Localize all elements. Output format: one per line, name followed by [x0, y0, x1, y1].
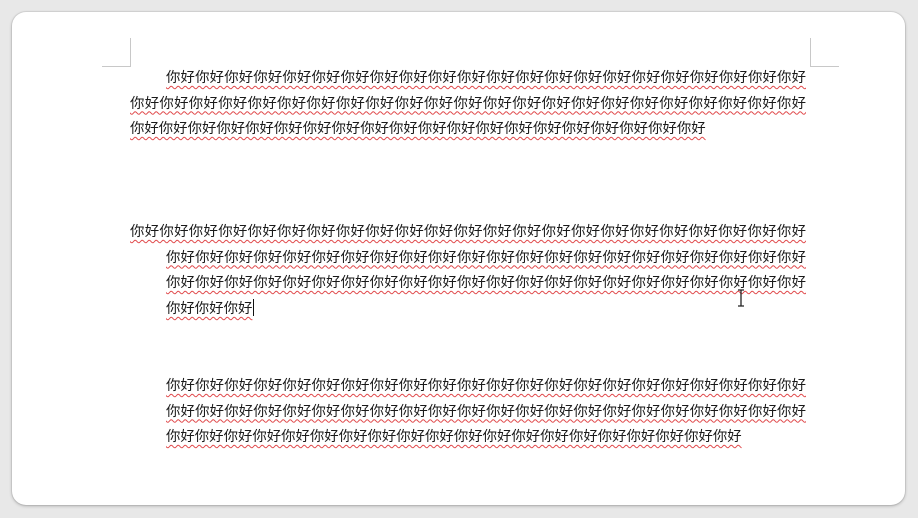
- paragraph-first-line-indent[interactable]: 你好你好你好你好你好你好你好你好你好你好你好你好你好你好你好你好你好你好你好你好…: [130, 66, 806, 143]
- text-caret: [253, 298, 255, 316]
- margin-corner-mark-top-left: [102, 38, 131, 67]
- paragraph-left-indent[interactable]: 你好你好你好你好你好你好你好你好你好你好你好你好你好你好你好你好你好你好你好你好…: [166, 374, 806, 451]
- document-page[interactable]: 你好你好你好你好你好你好你好你好你好你好你好你好你好你好你好你好你好你好你好你好…: [12, 12, 905, 505]
- paragraph-text: 你好你好你好你好你好你好你好你好你好你好你好你好你好你好你好你好你好你好你好你好…: [130, 70, 806, 138]
- paragraph-hanging-indent[interactable]: 你好你好你好你好你好你好你好你好你好你好你好你好你好你好你好你好你好你好你好你好…: [130, 220, 806, 322]
- paragraph-text: 你好你好你好你好你好你好你好你好你好你好你好你好你好你好你好你好你好你好你好你好…: [166, 378, 806, 446]
- i-beam-cursor-icon: [738, 289, 744, 307]
- paragraph-text: 你好你好你好你好你好你好你好你好你好你好你好你好你好你好你好你好你好你好你好你好…: [130, 224, 806, 317]
- margin-corner-mark-top-right: [810, 38, 839, 67]
